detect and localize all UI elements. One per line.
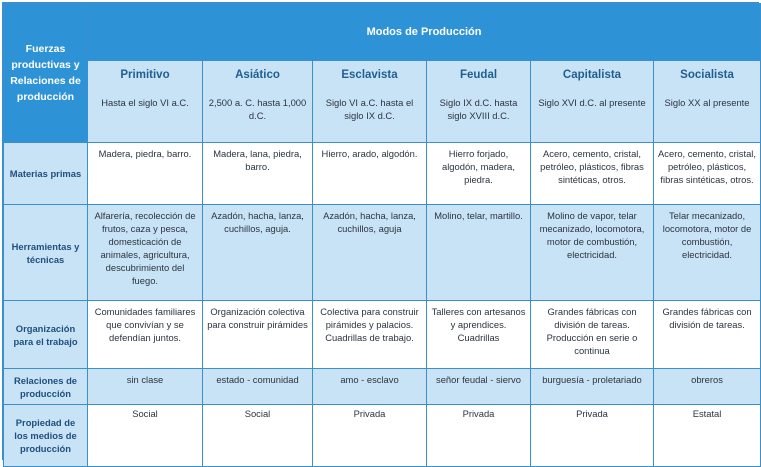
table-row-organizacion: Organización para el trabajo Comunidades…: [3, 300, 761, 369]
table-cell: Acero, cemento, cristal, petróleo, plást…: [530, 142, 654, 205]
mode-name: Esclavista: [341, 69, 398, 81]
table-cell: Azadón, hacha, lanza, cuchillos, aguja.: [202, 204, 313, 301]
mode-name: Feudal: [459, 69, 498, 81]
mode-period: Siglo XVI d.C. al presente: [538, 97, 646, 108]
table-cell: Grandes fábricas con división de tareas.: [652, 300, 761, 369]
table-cell: burguesía - proletariado: [530, 368, 654, 405]
corner-header: Fuerzas productivas y Relaciones de prod…: [3, 3, 88, 143]
mode-period: Siglo IX d.C. hasta siglo XVIII d.C.: [439, 97, 518, 121]
table-cell: Estatal: [652, 404, 761, 467]
table-cell: Madera, piedra, barro.: [87, 142, 203, 205]
table-cell: Madera, lana, piedra, barro.: [202, 142, 313, 205]
table-cell: Social: [87, 404, 203, 467]
mode-name: Socialista: [680, 69, 734, 81]
production-modes-table: Fuerzas productivas y Relaciones de prod…: [3, 3, 761, 467]
table-cell: Colectiva para construir pirámides y pal…: [312, 300, 427, 369]
table-cell: Talleres con artesanos y aprendices. Cua…: [426, 300, 531, 369]
mode-period: Siglo XX al presente: [664, 97, 750, 108]
mode-header-esclavista: Esclavista Siglo VI a.C. hasta el siglo …: [312, 60, 427, 143]
row-label: Organización para el trabajo: [3, 300, 88, 369]
row-label: Herramientas y técnicas: [3, 204, 88, 301]
table-cell: Molino, telar, martillo.: [426, 204, 531, 301]
table-cell: Alfarería, recolección de frutos, caza y…: [87, 204, 203, 301]
table-row-materias-primas: Materias primas Madera, piedra, barro. M…: [3, 142, 761, 205]
table-cell: amo - esclavo: [312, 368, 427, 405]
row-label: Propiedad de los medios de producción: [3, 404, 88, 467]
mode-period: Siglo VI a.C. hasta el siglo IX d.C.: [325, 97, 414, 121]
mode-name: Primitivo: [120, 69, 170, 81]
mode-period: 2,500 a. C. hasta 1,000 d.C.: [208, 97, 307, 121]
table-cell: obreros: [652, 368, 761, 405]
table-cell: Comunidades familiares que convivían y s…: [87, 300, 203, 369]
mode-period: Hasta el siglo VI a.C.: [101, 97, 189, 108]
table-row-relaciones: Relaciones de producción sin clase estad…: [3, 368, 761, 405]
table-cell: Grandes fábricas con división de tareas.…: [530, 300, 654, 369]
table-cell: Hierro, arado, algodón.: [312, 142, 427, 205]
mode-header-feudal: Feudal Siglo IX d.C. hasta siglo XVIII d…: [426, 60, 531, 143]
table-cell: Privada: [426, 404, 531, 467]
table-cell: Social: [202, 404, 313, 467]
group-header: Modos de Producción: [86, 3, 761, 61]
mode-header-socialista: Socialista Siglo XX al presente: [652, 60, 761, 143]
table-cell: sin clase: [87, 368, 203, 405]
table-cell: Telar mecanizado, locomotora, motor de c…: [652, 204, 761, 301]
table-cell: Organización colectiva para construir pi…: [202, 300, 313, 369]
row-label: Relaciones de producción: [3, 368, 88, 405]
table-cell: Acero, cemento, cristal, petróleo, plást…: [652, 142, 761, 205]
table-cell: estado - comunidad: [202, 368, 313, 405]
table-row-propiedad: Propiedad de los medios de producción So…: [3, 404, 761, 467]
table-cell: señor feudal - siervo: [426, 368, 531, 405]
row-label: Materias primas: [3, 142, 88, 205]
table-cell: Privada: [530, 404, 654, 467]
table-cell: Azadón, hacha, lanza, cuchillos, aguja: [312, 204, 427, 301]
table-cell: Hierro forjado, algodón, madera, piedra.: [426, 142, 531, 205]
mode-name: Asiático: [235, 69, 280, 81]
table-cell: Molino de vapor, telar mecanizado, locom…: [530, 204, 654, 301]
table-row-herramientas: Herramientas y técnicas Alfarería, recol…: [3, 204, 761, 301]
mode-name: Capitalista: [562, 69, 622, 81]
table-cell: Privada: [312, 404, 427, 467]
mode-header-asiatico: Asiático 2,500 a. C. hasta 1,000 d.C.: [202, 60, 313, 143]
mode-header-primitivo: Primitivo Hasta el siglo VI a.C.: [87, 60, 203, 143]
mode-header-capitalista: Capitalista Siglo XVI d.C. al presente: [530, 60, 654, 143]
